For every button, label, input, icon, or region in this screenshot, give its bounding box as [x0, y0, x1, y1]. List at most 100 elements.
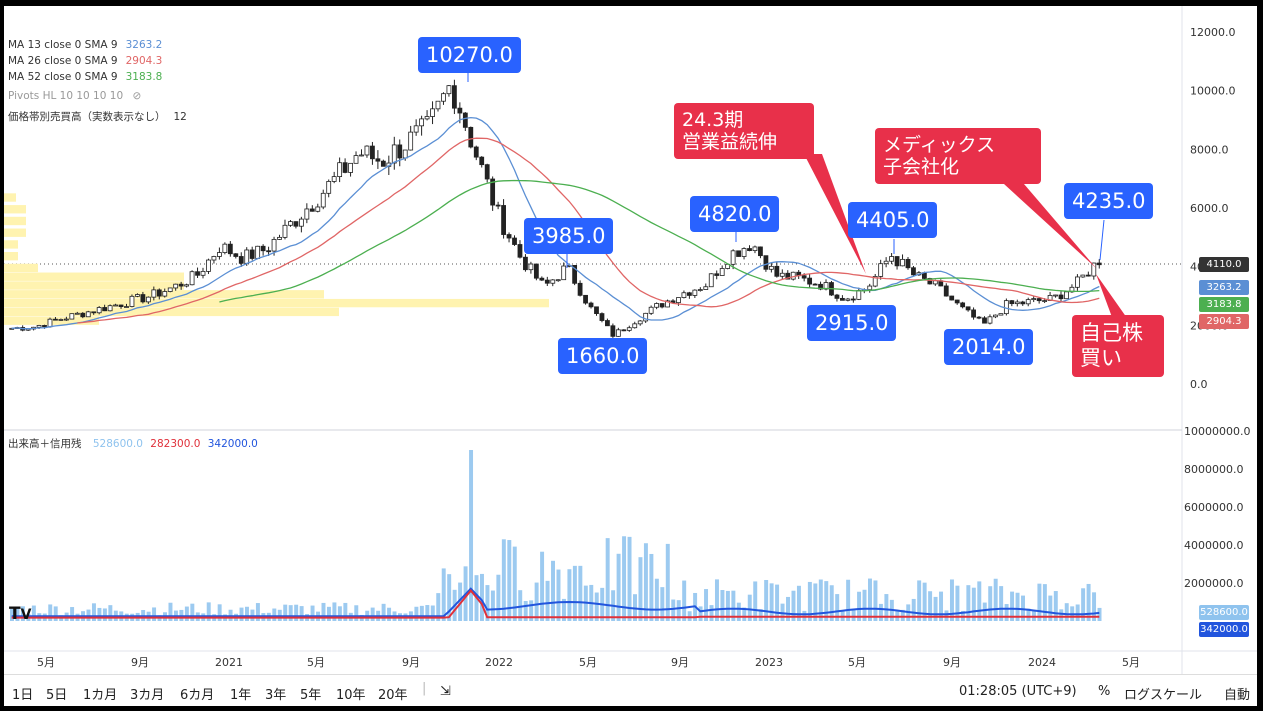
candle-body — [665, 300, 670, 308]
legend-ma26[interactable]: MA 26 close 0 SMA 9 2904.3 — [8, 54, 162, 68]
volume-bar — [900, 609, 905, 621]
candle-body — [58, 319, 64, 321]
candle-body — [1009, 300, 1015, 305]
candle-body — [391, 144, 397, 164]
percent-toggle[interactable]: % — [1098, 684, 1111, 699]
range-3m[interactable]: 3カ月 — [130, 688, 165, 703]
volume-bar — [244, 606, 249, 621]
candle-body — [889, 256, 894, 262]
legend-ma26-label: MA 26 close 0 SMA 9 — [8, 55, 118, 67]
candle-body — [697, 289, 703, 291]
volume-axis[interactable]: 10000000.0 8000000.0 6000000.0 4000000.0 200… — [1184, 425, 1250, 590]
range-10y[interactable]: 10年 — [336, 688, 366, 703]
pointer-note2 — [1004, 184, 1096, 268]
candle-body — [206, 259, 211, 272]
legend-ma52[interactable]: MA 52 close 0 SMA 9 3183.8 — [8, 70, 162, 84]
volume-bar — [796, 585, 801, 621]
candle-body — [971, 309, 976, 318]
tradingview-logo[interactable]: TV — [9, 604, 32, 624]
candle-body — [577, 282, 583, 296]
candle-body — [747, 248, 752, 252]
candle-body — [517, 244, 523, 258]
volume-bar — [682, 580, 687, 621]
candle-body — [927, 278, 933, 285]
candle-body — [790, 271, 796, 280]
volume-bar — [108, 605, 113, 621]
volume-bar — [944, 610, 949, 621]
volume-bar — [321, 602, 326, 621]
volume-bar — [627, 536, 632, 621]
volume-bar — [469, 450, 474, 621]
candle-body — [342, 162, 348, 173]
candle-body — [113, 304, 118, 307]
range-5y[interactable]: 5年 — [300, 688, 322, 703]
range-6m[interactable]: 6カ月 — [180, 688, 215, 703]
volume-bar — [534, 582, 539, 621]
volume-bar — [343, 602, 348, 621]
volume-profile-bar — [4, 298, 549, 308]
note-earnings-line2: 営業益続伸 — [682, 131, 778, 153]
volume-bar — [419, 605, 424, 621]
candle-body — [643, 312, 649, 322]
candle-body — [413, 125, 419, 133]
candle-body — [905, 258, 911, 269]
time-axis-label: 5月 — [848, 656, 866, 669]
volume-bar — [999, 586, 1004, 621]
volume-bar — [490, 590, 495, 621]
volume-bar — [272, 608, 277, 621]
candle-body — [462, 112, 468, 128]
goto-date-icon[interactable]: ⇲ — [440, 684, 451, 699]
eye-off-icon[interactable]: ⊘ — [132, 90, 142, 102]
volume-bar — [676, 600, 681, 621]
time-axis-label: 5月 — [37, 656, 55, 669]
volume-bar — [1059, 609, 1064, 621]
volume-bar — [638, 557, 643, 621]
range-1m[interactable]: 1カ月 — [83, 688, 118, 703]
candle-body — [719, 268, 725, 276]
volume-bar — [354, 605, 359, 621]
volume-profile-bar — [4, 228, 26, 237]
volume-bar — [982, 602, 987, 621]
price-axis[interactable]: 12000.010000.08000.06000.04000.02000.00.… — [1190, 26, 1236, 391]
candle-body — [807, 277, 813, 285]
volume-bar — [786, 596, 790, 621]
volume-axis-label: 2000000.0 — [1184, 577, 1244, 590]
volume-bar — [769, 583, 774, 621]
candle-body — [512, 237, 517, 245]
range-1y[interactable]: 1年 — [230, 688, 252, 703]
legend-volume-profile[interactable]: 価格帯別売買高（実数表示なし） 12 — [8, 110, 187, 124]
volume-bar — [704, 589, 709, 621]
log-scale-toggle[interactable]: ログスケール — [1124, 688, 1203, 703]
volume-bar — [747, 594, 752, 621]
legend-volume[interactable]: 出来高＋信用残 528600.0 282300.0 342000.0 — [8, 437, 258, 451]
note-earnings-line1: 24.3期 — [682, 109, 744, 131]
legend-ma13[interactable]: MA 13 close 0 SMA 9 3263.2 — [8, 38, 162, 52]
auto-scale-toggle[interactable]: 自動 — [1224, 688, 1251, 703]
volume-bar — [48, 604, 53, 621]
volume-bar — [753, 581, 758, 621]
range-1d[interactable]: 1日 — [12, 688, 34, 703]
volume-bar — [665, 543, 670, 621]
candle-body — [102, 307, 108, 312]
margin-sell-line — [11, 589, 1100, 619]
volume-bar — [988, 586, 993, 621]
range-5d[interactable]: 5日 — [46, 688, 68, 703]
candle-body — [1064, 291, 1069, 300]
volume-bar — [447, 574, 452, 621]
volume-bar — [217, 604, 222, 621]
range-20y[interactable]: 20年 — [378, 688, 408, 703]
volume-bar — [868, 578, 872, 621]
volume-axis-label: 4000000.0 — [1184, 539, 1244, 552]
volume-profile-bar — [4, 240, 18, 249]
legend-pivots[interactable]: Pivots HL 10 10 10 10 ⊘ — [8, 89, 141, 103]
candle-body — [331, 176, 337, 182]
candle-body — [867, 285, 873, 291]
chart-canvas[interactable]: 12000.010000.08000.06000.04000.02000.00.… — [4, 6, 1257, 674]
time-axis[interactable]: 5月 9月 2021 5月 9月 2022 5月 9月 2023 5月 9月 2024 5月 — [37, 656, 1140, 669]
volume-bar — [152, 607, 157, 621]
range-3y[interactable]: 3年 — [265, 688, 287, 703]
volume-bar — [857, 591, 862, 621]
clock-time[interactable]: 01:28:05 (UTC+9) — [959, 684, 1077, 699]
volume-bar — [807, 581, 812, 621]
volume-bar — [1026, 608, 1031, 621]
